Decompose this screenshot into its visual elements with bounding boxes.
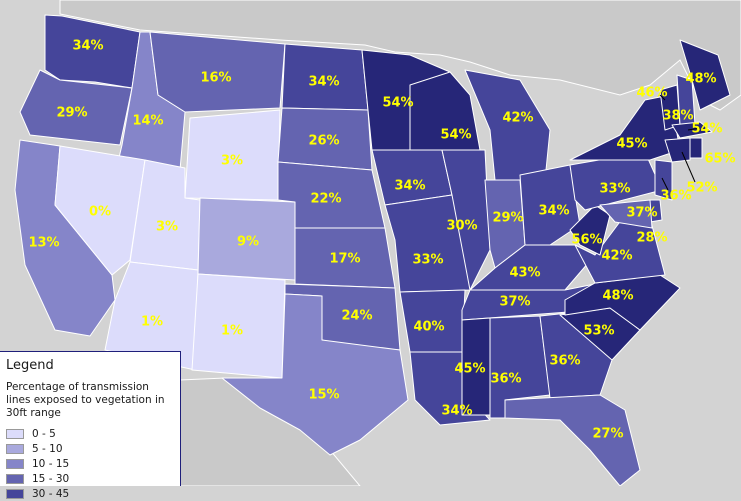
state-label-wv: 56% <box>571 233 602 248</box>
legend-item-label: 5 - 10 <box>32 442 63 455</box>
state-label-ma: 54% <box>691 122 722 137</box>
canada-landmass <box>59 0 741 111</box>
state-label-ia: 34% <box>394 179 425 194</box>
leader-line-vt <box>659 94 666 101</box>
state-label-pa: 33% <box>599 182 630 197</box>
state-il <box>441 149 491 291</box>
state-label-co: 9% <box>237 235 259 250</box>
state-label-nh: 38% <box>662 109 693 124</box>
state-label-va: 42% <box>601 249 632 264</box>
state-md <box>599 199 653 229</box>
state-label-ca: 13% <box>28 236 59 251</box>
legend-item-label: 10 - 15 <box>32 457 70 470</box>
state-wa <box>44 14 141 89</box>
state-label-ga: 36% <box>549 354 580 369</box>
state-label-ms: 45% <box>454 362 485 377</box>
legend-item: 0 - 5 <box>6 426 174 441</box>
leader-line-ma <box>687 127 701 131</box>
state-label-id: 14% <box>132 114 163 129</box>
state-wv <box>569 204 611 256</box>
legend-swatch <box>6 473 24 484</box>
state-label-vt: 46% <box>636 86 667 101</box>
legend-item-label: 30 - 45 <box>32 487 70 500</box>
state-label-mn: 54% <box>382 96 413 111</box>
state-label-nm: 1% <box>221 324 243 339</box>
state-label-nj: 36% <box>660 189 691 204</box>
state-ri <box>689 137 703 159</box>
legend-box: Legend Percentage of transmission lines … <box>0 351 181 500</box>
legend-item: 30 - 45 <box>6 486 174 501</box>
leader-line-nj <box>661 177 669 191</box>
legend-swatch <box>6 443 24 454</box>
state-label-tx: 15% <box>308 388 339 403</box>
state-label-ks: 17% <box>329 252 360 267</box>
leader-line-ct <box>681 151 696 183</box>
state-label-ky: 43% <box>509 266 540 281</box>
state-label-ny: 45% <box>616 137 647 152</box>
state-label-az: 1% <box>141 315 163 330</box>
state-label-md: 28% <box>636 231 667 246</box>
state-label-sd: 26% <box>308 134 339 149</box>
state-label-la: 34% <box>441 404 472 419</box>
legend-swatch <box>6 458 24 469</box>
state-label-wy: 3% <box>221 154 243 169</box>
state-ct <box>664 137 691 163</box>
state-tx <box>221 293 409 456</box>
state-label-mi: 42% <box>502 111 533 126</box>
legend-swatch <box>6 428 24 439</box>
state-label-ri: 65% <box>704 152 735 167</box>
legend-items: 0 - 5 5 - 10 10 - 15 15 - 30 30 - 45 <box>6 426 174 501</box>
state-label-nc: 48% <box>602 289 633 304</box>
state-mt <box>149 31 286 113</box>
legend-item-label: 0 - 5 <box>32 427 56 440</box>
state-label-sc: 53% <box>583 324 614 339</box>
state-label-il: 30% <box>446 219 477 234</box>
state-nv <box>54 145 146 276</box>
state-label-tn: 37% <box>499 295 530 310</box>
state-label-ne: 22% <box>310 192 341 207</box>
state-label-in: 29% <box>492 211 523 226</box>
legend-item: 15 - 30 <box>6 471 174 486</box>
state-label-mo: 33% <box>412 253 443 268</box>
state-label-fl: 27% <box>592 427 623 442</box>
state-label-wi: 54% <box>440 128 471 143</box>
state-fl <box>504 394 641 486</box>
state-label-ar: 40% <box>413 320 444 335</box>
state-me <box>679 39 731 111</box>
state-label-al: 36% <box>490 372 521 387</box>
legend-item: 10 - 15 <box>6 456 174 471</box>
state-ms <box>461 317 491 416</box>
state-label-me: 48% <box>685 72 716 87</box>
state-label-mt: 16% <box>200 71 231 86</box>
state-label-ut: 3% <box>156 220 178 235</box>
state-label-wa: 34% <box>72 39 103 54</box>
legend-item: 5 - 10 <box>6 441 174 456</box>
legend-subtitle: Percentage of transmission lines exposed… <box>6 381 165 419</box>
legend-swatch <box>6 488 24 499</box>
state-label-oh: 34% <box>538 204 569 219</box>
state-label-ok: 24% <box>341 309 372 324</box>
state-or <box>19 69 133 146</box>
state-ma <box>671 121 713 139</box>
state-label-ct: 52% <box>686 181 717 196</box>
legend-item-label: 15 - 30 <box>32 472 70 485</box>
state-oh <box>519 164 581 246</box>
state-label-de: 37% <box>626 206 657 221</box>
us-choropleth-map: 34% 29% 13% 14% 0% 16% 3% 3% 9% 1% 1% 34% 26% 22% 17% 2… <box>14 0 741 486</box>
state-label-nv: 0% <box>89 205 111 220</box>
legend-title: Legend <box>6 358 54 373</box>
state-label-nd: 34% <box>308 75 339 90</box>
state-label-or: 29% <box>56 106 87 121</box>
